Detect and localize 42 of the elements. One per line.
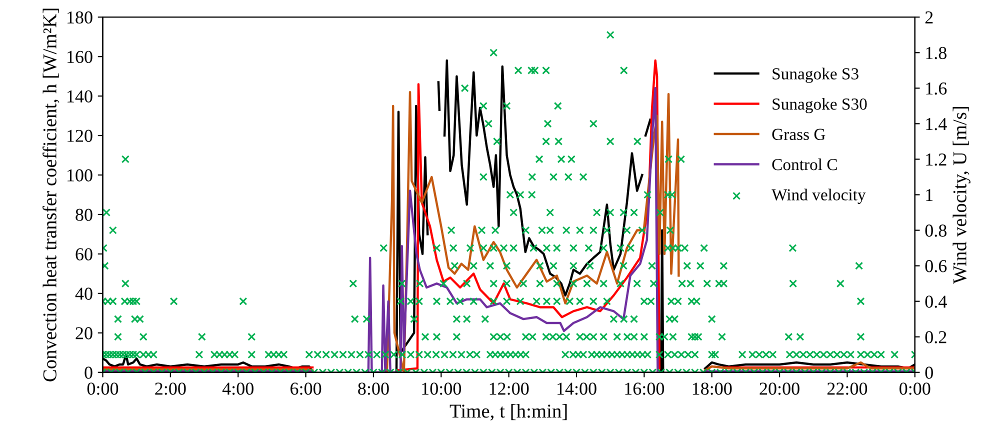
- y-tick-label: 60: [76, 248, 92, 260]
- y2-axis-title: Wind velocity, U [m/s]: [952, 107, 970, 284]
- x-tick-label: 8:00: [358, 382, 389, 395]
- y-tick-label: 80: [76, 208, 92, 221]
- y2-tick-label: 0.8: [925, 224, 946, 237]
- x-tick-label: 4:00: [222, 382, 254, 395]
- legend-label: Control C: [772, 158, 837, 170]
- y-axis-title: Convection heat transfer coefficient, h [W/m²K]: [42, 8, 60, 382]
- x-tick-label: 10:00: [422, 382, 462, 395]
- x-tick-label: 18:00: [692, 382, 732, 395]
- y-tick-label: 180: [68, 11, 92, 24]
- x-tick-label: 22:00: [827, 382, 868, 395]
- x-tick-label: 0:00: [900, 382, 930, 395]
- y-tick-label: 20: [76, 327, 92, 340]
- legend-label: Sunagoke S3: [772, 68, 858, 83]
- y-tick-label: 140: [68, 90, 92, 103]
- x-tick-label: 6:00: [290, 382, 322, 395]
- legend-label: Wind velocity: [772, 188, 866, 204]
- x-tick-label: 20:00: [760, 382, 800, 395]
- x-tick-label: 2:00: [155, 382, 186, 395]
- y2-tick-label: 1.8: [926, 46, 946, 60]
- y2-tick-label: 0.2: [925, 331, 946, 344]
- x-tick-label: 12:00: [490, 382, 529, 395]
- y2-tick-label: 0: [925, 366, 933, 379]
- y-tick-label: 120: [68, 130, 92, 142]
- y2-tick-label: 1: [926, 189, 933, 202]
- y-tick-label: 100: [68, 169, 92, 182]
- y-tick-label: 40: [75, 288, 92, 300]
- y2-tick-label: 1.4: [926, 118, 947, 130]
- y2-tick-label: 0.6: [925, 260, 947, 272]
- y2-tick-label: 1.2: [926, 154, 946, 166]
- y2-tick-label: 2: [925, 11, 933, 24]
- x-tick-label: 16:00: [625, 382, 664, 395]
- y2-tick-label: 0.4: [925, 296, 947, 308]
- y2-tick-label: 1.6: [926, 82, 947, 95]
- x-tick-label: 0:00: [87, 382, 118, 395]
- y-tick-label: 160: [68, 50, 92, 64]
- x-tick-label: 14:00: [558, 382, 596, 395]
- legend-label: Sunagoke S30: [772, 98, 867, 114]
- x-axis-title: Time, t [h:min]: [450, 404, 567, 420]
- legend-label: Grass G: [772, 128, 826, 140]
- y-tick-label: 0: [84, 366, 92, 379]
